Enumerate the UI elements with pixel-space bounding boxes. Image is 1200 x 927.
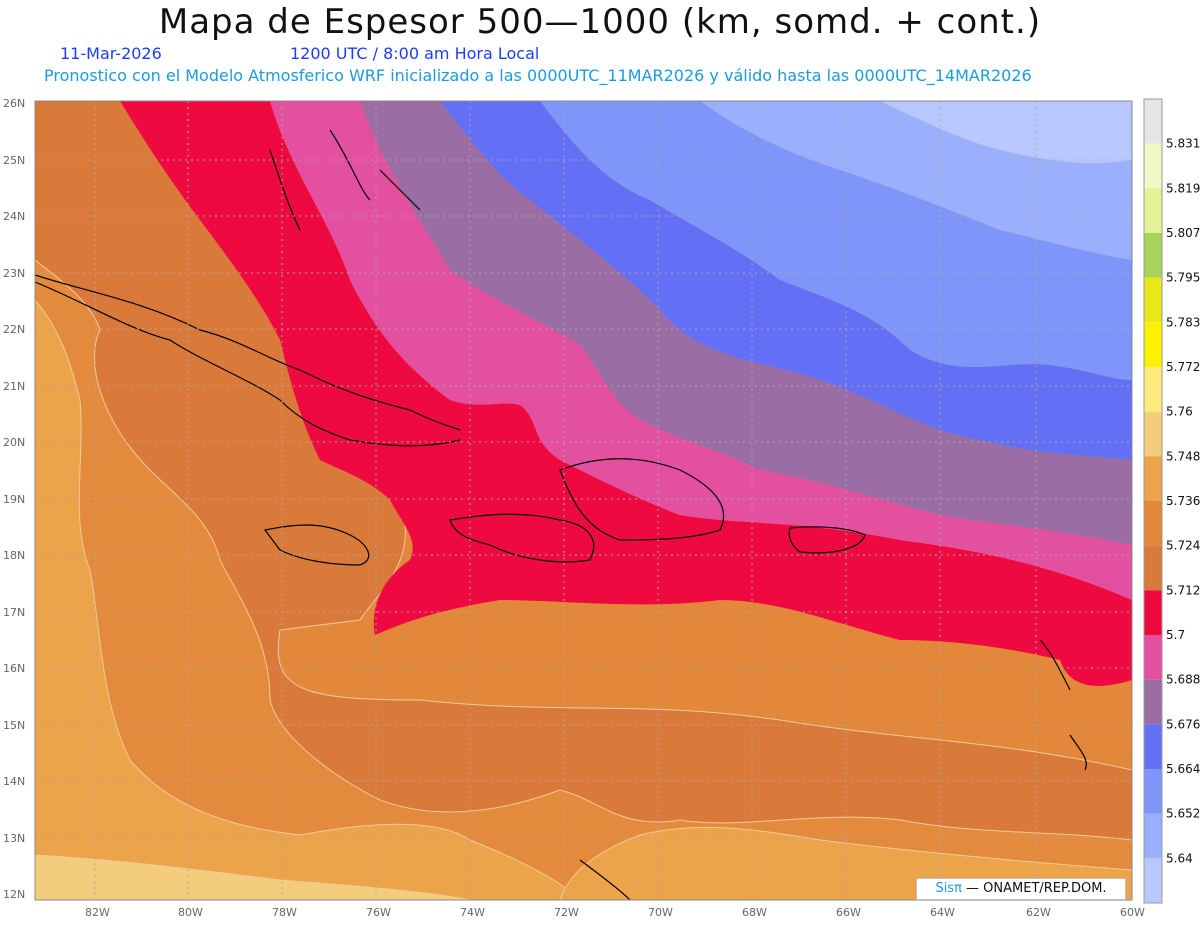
legend-level-label: 5.7 [1166, 628, 1185, 642]
legend-swatch [1144, 679, 1162, 725]
band-5640 [700, 101, 1132, 260]
lon-tick-label: 80W [178, 906, 203, 919]
legend-level-label: 5.64 [1166, 851, 1193, 865]
lat-tick-label: 18N [3, 549, 25, 562]
lat-tick-label: 16N [3, 662, 25, 675]
legend-level-label: 5.748 [1166, 449, 1200, 463]
lon-axis: 82W 80W 78W 76W 74W 72W 70W 68W 66W 64W … [85, 906, 1145, 919]
legend-level-label: 5.783 [1166, 315, 1200, 329]
lat-tick-label: 15N [3, 719, 25, 732]
map-frame [34, 100, 1133, 901]
legend-level-label: 5.76 [1166, 405, 1193, 419]
band-5676 [360, 101, 1132, 545]
lat-tick-label: 24N [3, 210, 25, 223]
thickness-fill-layer [35, 101, 1132, 900]
coastlines [35, 129, 1087, 900]
forecast-description: Pronostico con el Modelo Atmosferico WRF… [44, 66, 1032, 85]
lat-tick-label: 14N [3, 775, 25, 788]
legend-swatch [1144, 188, 1162, 233]
forecast-time: 1200 UTC / 8:00 am Hora Local [290, 44, 540, 63]
legend-level-label: 5.795 [1166, 271, 1200, 285]
legend-swatch [1144, 724, 1162, 769]
lon-tick-label: 72W [554, 906, 579, 919]
legend-level-label: 5.676 [1166, 717, 1200, 731]
lat-tick-label: 22N [3, 323, 25, 336]
lat-tick-label: 25N [3, 154, 25, 167]
legend-swatch [1144, 813, 1162, 859]
forecast-date: 11-Mar-2026 [60, 44, 162, 63]
band-5652 [540, 101, 1132, 380]
band-5664 [440, 101, 1132, 460]
band-5760-corner [35, 854, 471, 900]
legend-swatch [1144, 367, 1162, 412]
legend-swatch [1144, 277, 1162, 323]
legend-level-label: 5.807 [1166, 226, 1200, 240]
sis-pi-logo: Sisπ [935, 881, 962, 896]
lat-tick-label: 19N [3, 493, 25, 506]
legend-level-label: 5.819 [1166, 181, 1200, 195]
legend-swatch [1144, 456, 1162, 501]
lon-tick-label: 78W [272, 906, 297, 919]
legend-level-label: 5.688 [1166, 673, 1200, 687]
lon-tick-label: 82W [85, 906, 110, 919]
legend-level-label: 5.772 [1166, 360, 1200, 374]
lon-tick-label: 74W [460, 906, 485, 919]
lon-tick-label: 60W [1120, 906, 1145, 919]
band-lowest [880, 101, 1132, 163]
legend-swatch [1144, 411, 1162, 457]
color-legend: 5.831 5.819 5.807 5.795 5.783 5.772 5.76 5.748 5… [1143, 98, 1200, 904]
legend-level-label: 5.736 [1166, 494, 1200, 508]
lat-tick-label: 23N [3, 267, 25, 280]
legend-swatch [1144, 635, 1162, 680]
lat-tick-label: 12N [3, 888, 25, 901]
legend-swatch [1144, 590, 1162, 635]
lat-tick-label: 26N [3, 97, 25, 110]
legend-swatch [1144, 858, 1162, 903]
legend-swatch [1144, 322, 1162, 367]
lat-tick-label: 20N [3, 436, 25, 449]
legend-frame [1143, 98, 1163, 904]
legend-level-label: 5.831 [1166, 137, 1200, 151]
legend-swatch [1144, 99, 1162, 144]
legend-swatch [1144, 545, 1162, 591]
lon-tick-label: 64W [930, 906, 955, 919]
lat-axis: 26N 25N 24N 23N 22N 21N 20N 19N 18N 17N … [3, 97, 25, 901]
lon-tick-label: 68W [742, 906, 767, 919]
legend-level-label: 5.712 [1166, 583, 1200, 597]
lat-tick-label: 13N [3, 832, 25, 845]
legend-level-label: 5.652 [1166, 807, 1200, 821]
legend-swatch [1144, 769, 1162, 814]
lat-tick-label: 21N [3, 380, 25, 393]
legend-level-label: 5.664 [1166, 762, 1200, 776]
lon-tick-label: 62W [1026, 906, 1051, 919]
credit-label: Sisπ — ONAMET/REP.DOM. [916, 878, 1126, 900]
legend-swatch [1144, 233, 1162, 278]
band-5688 [270, 101, 1132, 600]
credit-org: — ONAMET/REP.DOM. [961, 881, 1107, 896]
band-5700 [120, 101, 1132, 686]
lon-tick-label: 76W [366, 906, 391, 919]
lat-tick-label: 17N [3, 606, 25, 619]
lon-tick-label: 70W [648, 906, 673, 919]
map-title: Mapa de Espesor 500—1000 (km, somd. + co… [158, 2, 1042, 42]
legend-swatch [1144, 143, 1162, 189]
lon-tick-label: 66W [836, 906, 861, 919]
legend-swatch [1144, 501, 1162, 546]
legend-level-label: 5.724 [1166, 539, 1200, 553]
lat-lon-grid [35, 101, 1132, 900]
